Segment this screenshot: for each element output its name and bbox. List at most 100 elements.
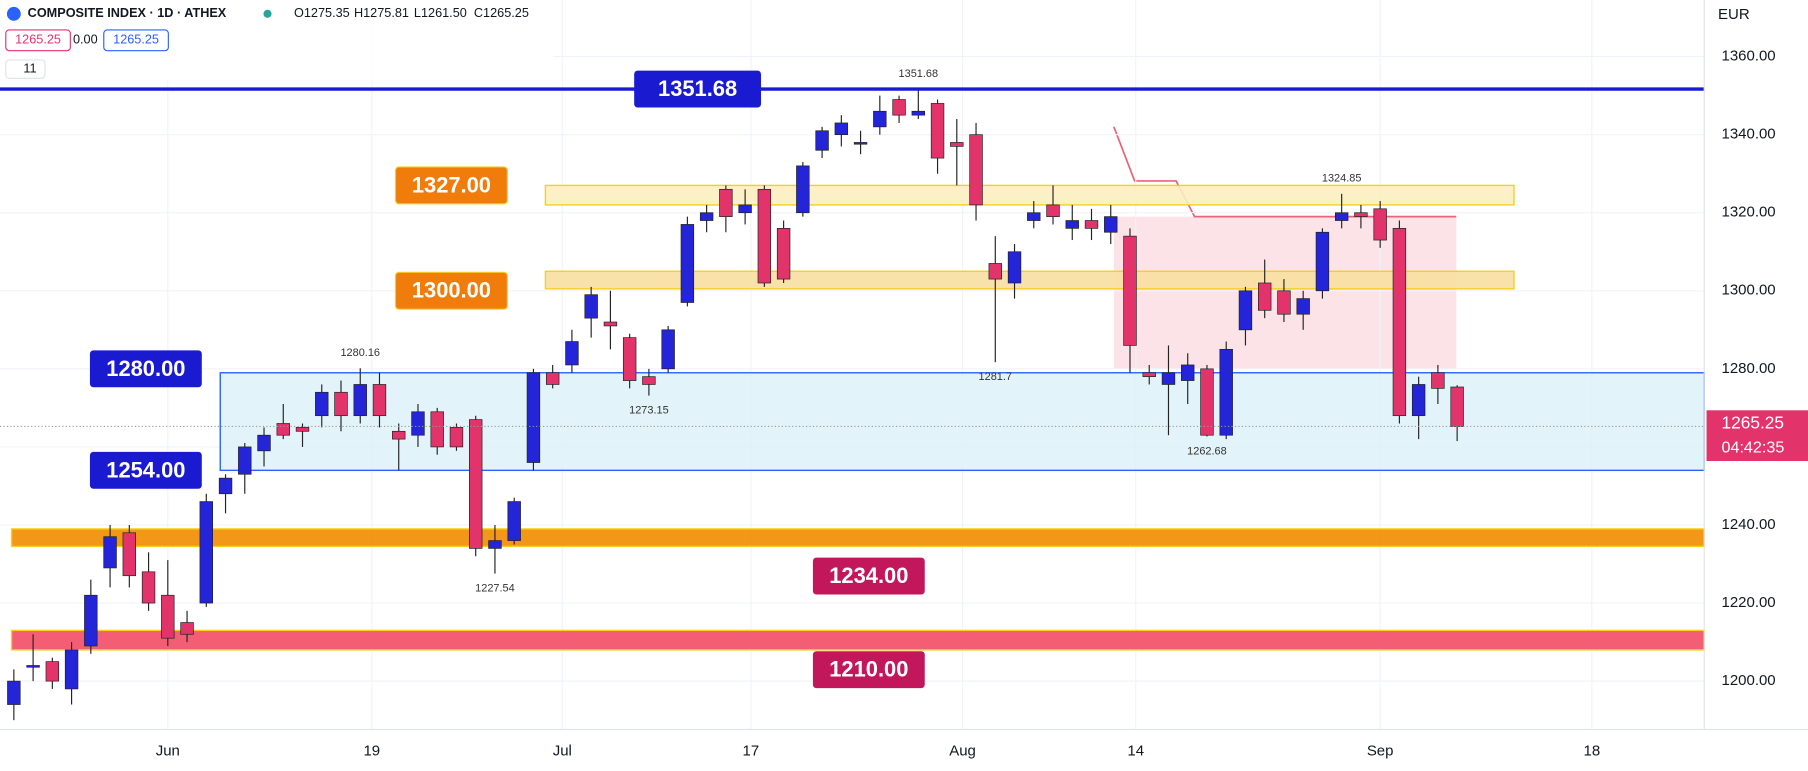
candle-body [873,110,887,128]
candle-body [411,411,425,436]
candle-body [315,391,329,417]
header-bg [0,0,554,81]
price-annotation: 1262.68 [1187,445,1227,457]
candle-body [295,427,310,432]
candle-body [26,665,40,668]
candle-body [1142,372,1156,378]
candle-body [469,419,483,549]
candle-body [1334,212,1349,221]
candle-body [141,571,156,604]
candle-body [1431,372,1445,389]
bid-box[interactable] [5,29,71,52]
candle-body [796,165,810,214]
candle-body [507,501,521,541]
candle-body [353,384,367,417]
candle-body [1123,235,1137,346]
candle-body [950,142,964,147]
level-label: 1280.00 [106,356,185,381]
price-annotation: 1227.54 [475,582,515,594]
candle-body [642,376,656,385]
candle-body [122,532,137,577]
candle-body [680,224,695,303]
candle-body [1065,220,1079,229]
candle-body [853,142,868,145]
spread: 0.00 [73,33,98,47]
candle-body [64,649,79,690]
candle-body [161,594,175,639]
level-label-box [394,271,508,310]
indicator-count[interactable]: 11 [23,61,36,75]
candle-body [776,227,791,280]
y-tick-label: 1200.00 [1722,672,1776,689]
candle-body [45,661,60,682]
open: O1275.35 [294,6,350,20]
candle-body [719,188,733,217]
candle-body [930,103,945,159]
risk-line [1113,126,1457,218]
candle-body [738,204,752,214]
candle-body [622,337,637,381]
candle-body [392,430,406,440]
last-price-label: 1265.25 [1722,413,1784,433]
candle-body [892,99,906,116]
x-tick-label: 17 [743,742,760,759]
candle-body [238,446,252,475]
candle-body [199,501,213,604]
high: H1275.81 [354,6,409,20]
price-annotation: 1280.16 [340,347,380,359]
candle-body [526,372,541,463]
candle-body [1354,212,1368,217]
candle-body [103,536,117,569]
zone [544,184,1515,206]
candle-body [1238,290,1253,331]
x-tick-label: 19 [363,742,380,759]
candle-body [1411,384,1426,417]
symbol-title: COMPOSITE INDEX · 1D · ATHEX [28,6,227,20]
level-label-box [89,350,202,388]
candle-body [911,110,926,116]
candle-body [276,423,290,436]
candle-body [218,477,233,495]
candle-body [815,130,829,151]
x-tick-label: 18 [1584,742,1601,759]
level-label-box [634,70,762,108]
y-tick-label: 1280.00 [1722,360,1776,377]
close: C1265.25 [474,6,529,20]
x-tick-label: Aug [949,742,976,759]
candle-body [1046,204,1060,217]
level-label-box [812,557,925,595]
currency[interactable]: EUR [1718,6,1750,23]
last-price-box [1706,410,1808,462]
x-tick-label: Sep [1367,742,1394,759]
candle-body [430,411,444,448]
y-tick-label: 1360.00 [1722,48,1776,65]
ask[interactable]: 1265.25 [113,33,159,47]
candle-body [1219,348,1233,436]
candle-body [699,212,714,221]
level-label: 1327.00 [412,172,491,197]
candle-body [584,294,598,319]
y-tick-label: 1320.00 [1722,204,1776,221]
candle-body [1161,372,1176,385]
y-tick-label: 1340.00 [1722,126,1776,143]
candle-body [257,434,271,452]
y-tick-label: 1220.00 [1722,594,1776,611]
candle-body [661,329,675,370]
indicator-toggle[interactable] [5,59,46,79]
candle-body [1392,227,1407,417]
market-status [263,9,272,18]
symbol-icon [6,6,21,21]
level-label: 1254.00 [106,457,185,482]
bid[interactable]: 1265.25 [15,33,61,47]
candle-body [1200,368,1214,436]
x-tick-label: Jun [156,742,180,759]
candle-body [969,134,983,206]
ask-box[interactable] [103,29,169,52]
candle-body [84,594,98,647]
candle-body [334,391,348,417]
y-tick-label: 1300.00 [1722,282,1776,299]
candle-body [1277,290,1291,315]
candle-body [1258,282,1272,311]
x-tick-label: 14 [1127,742,1144,759]
